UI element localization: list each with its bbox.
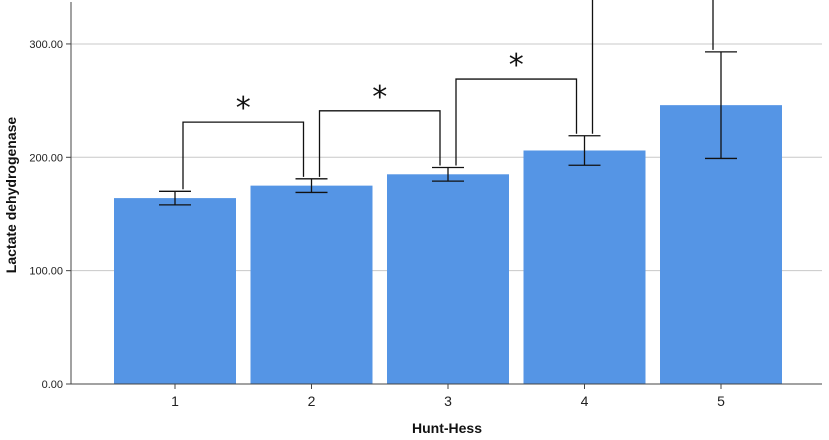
x-axis-title: Hunt-Hess (412, 420, 482, 436)
y-tick-label: 200.00 (29, 152, 63, 164)
y-tick-label: 300.00 (29, 39, 63, 51)
x-tick-label: 1 (171, 393, 179, 409)
significance-brackets: **** (182, 0, 714, 190)
significance-bracket (318, 110, 441, 177)
significance-bracket (182, 121, 305, 190)
bar (387, 174, 509, 384)
significance-star: * (372, 80, 387, 115)
x-tick-label: 5 (717, 393, 725, 409)
y-axis-title: Lactate dehydrogenase (3, 117, 19, 274)
significance-star: * (509, 48, 524, 83)
x-tick-label: 3 (444, 393, 452, 409)
significance-bracket (455, 78, 578, 166)
axes: 0.00 100.00 200.00 300.00 1 2 3 4 5 (29, 2, 822, 409)
bars (114, 105, 782, 384)
bar (250, 185, 373, 384)
error-bars (159, 51, 737, 206)
significance-bracket (591, 0, 714, 134)
x-tick-label: 2 (308, 393, 316, 409)
significance-star: * (236, 91, 251, 126)
x-tick-label: 4 (581, 393, 589, 409)
y-tick-label: 100.00 (29, 266, 63, 278)
y-tick-label: 0.00 (42, 379, 63, 391)
bar (523, 150, 646, 384)
bar (114, 198, 236, 384)
